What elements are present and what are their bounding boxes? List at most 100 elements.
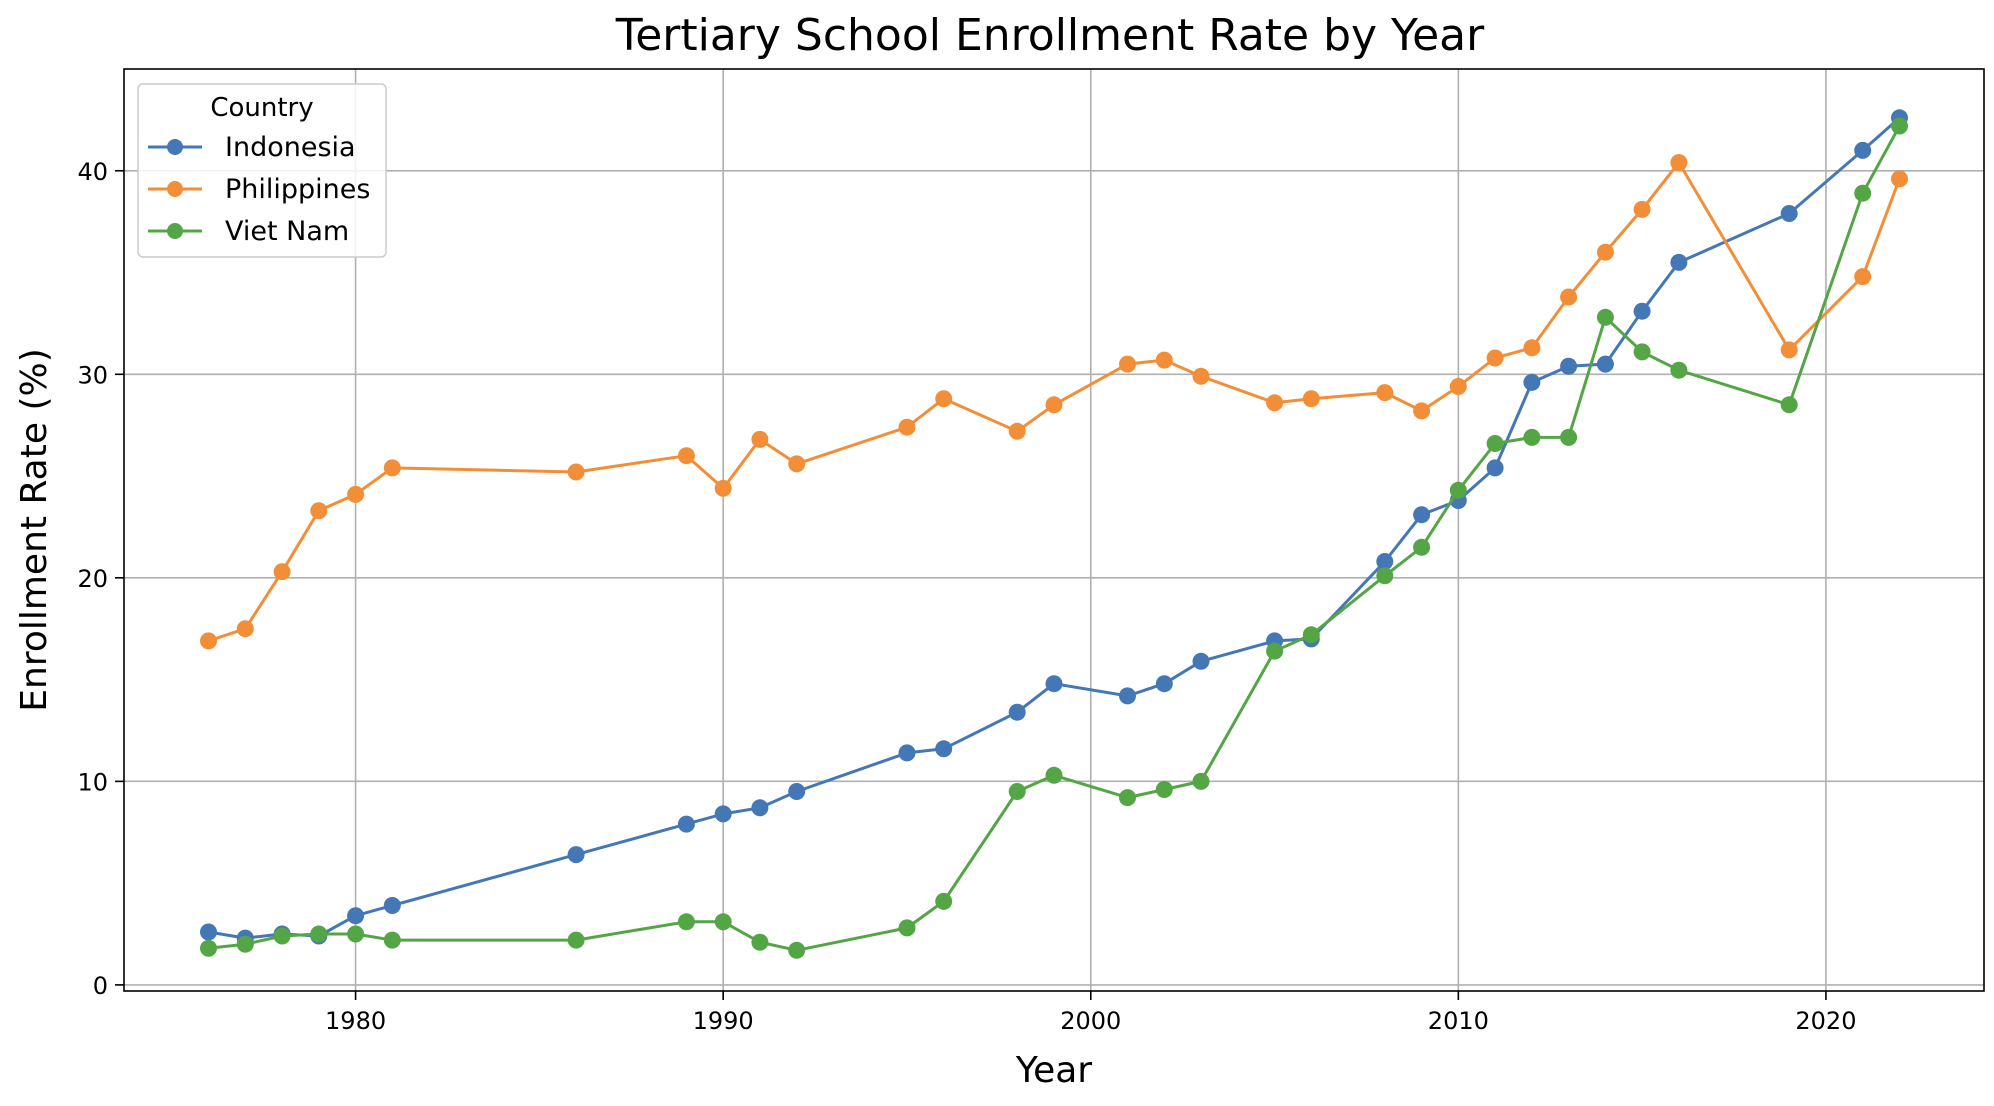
point-philippines-2001 <box>1119 355 1136 373</box>
point-viet-nam-1990 <box>714 913 732 931</box>
point-viet-nam-1981 <box>383 931 401 949</box>
y-tick-label-20: 20 <box>77 565 108 593</box>
legend: Country Indonesia Philippines Viet Nam <box>137 83 387 258</box>
point-indonesia-2013 <box>1560 357 1578 375</box>
point-viet-nam-2022 <box>1891 117 1908 135</box>
point-indonesia-1976 <box>200 923 217 941</box>
y-axis-label: Enrollment Rate (%) <box>14 348 55 711</box>
x-tick-label-1980: 1980 <box>325 1007 386 1035</box>
point-indonesia-1995 <box>898 744 916 762</box>
point-viet-nam-2002 <box>1155 781 1173 798</box>
point-viet-nam-1980 <box>347 925 365 943</box>
point-viet-nam-2008 <box>1376 567 1394 585</box>
point-indonesia-1986 <box>567 846 585 864</box>
point-viet-nam-1996 <box>935 892 953 910</box>
point-indonesia-1998 <box>1008 703 1026 721</box>
point-indonesia-2002 <box>1155 675 1173 693</box>
point-philippines-2003 <box>1192 367 1210 385</box>
point-philippines-1980 <box>347 485 365 503</box>
series-indonesia <box>200 109 1908 947</box>
x-tick-label-2020: 2020 <box>1795 1007 1856 1035</box>
point-philippines-1978 <box>273 563 291 581</box>
axis-ticks: 1980 1990 2000 2010 2020 0 10 20 30 40 <box>77 158 1856 1035</box>
point-viet-nam-1999 <box>1045 766 1063 784</box>
legend-item-viet-nam: Viet Nam <box>148 216 349 247</box>
series-philippines <box>200 154 1908 650</box>
point-philippines-1989 <box>677 447 695 465</box>
series-line-indonesia <box>208 116 1901 940</box>
y-tick-label-30: 30 <box>77 361 108 389</box>
point-indonesia-1990 <box>714 805 732 823</box>
point-philippines-2019 <box>1780 341 1798 359</box>
point-philippines-1999 <box>1045 396 1063 414</box>
point-philippines-2016 <box>1670 154 1688 172</box>
plot-frame <box>123 68 1985 992</box>
point-viet-nam-2005 <box>1266 642 1284 660</box>
point-viet-nam-2019 <box>1780 396 1798 414</box>
chart-title: Tertiary School Enrollment Rate by Year <box>615 10 1485 61</box>
point-viet-nam-1989 <box>677 913 695 931</box>
point-philippines-1977 <box>236 620 254 638</box>
point-viet-nam-1976 <box>200 939 217 957</box>
point-philippines-1996 <box>935 390 953 408</box>
point-philippines-2013 <box>1560 288 1578 306</box>
legend-label-indonesia: Indonesia <box>225 132 356 163</box>
point-philippines-1976 <box>200 632 217 650</box>
point-indonesia-1991 <box>751 799 769 817</box>
legend-title: Country <box>210 93 313 123</box>
point-viet-nam-1998 <box>1008 783 1026 800</box>
legend-item-philippines: Philippines <box>148 174 370 205</box>
point-philippines-2014 <box>1596 243 1614 261</box>
point-indonesia-2015 <box>1633 302 1651 320</box>
point-indonesia-2012 <box>1523 373 1541 391</box>
point-indonesia-2001 <box>1119 687 1136 705</box>
point-indonesia-2021 <box>1854 141 1872 159</box>
point-philippines-2005 <box>1266 394 1284 412</box>
y-tick-label-10: 10 <box>77 768 108 796</box>
point-philippines-2012 <box>1523 339 1541 357</box>
point-indonesia-1989 <box>677 815 695 833</box>
point-viet-nam-1995 <box>898 919 916 937</box>
point-philippines-1990 <box>714 479 732 497</box>
point-philippines-2011 <box>1486 349 1504 367</box>
legend-box <box>137 83 387 258</box>
point-viet-nam-2013 <box>1560 428 1578 446</box>
x-tick-label-2010: 2010 <box>1428 1007 1489 1035</box>
point-philippines-1991 <box>751 430 769 448</box>
point-viet-nam-2021 <box>1854 184 1872 202</box>
series-viet-nam <box>200 117 1908 959</box>
point-philippines-2015 <box>1633 200 1651 218</box>
point-indonesia-1992 <box>788 783 806 800</box>
legend-marker-philippines <box>167 181 183 197</box>
point-indonesia-2014 <box>1596 355 1614 373</box>
point-indonesia-2016 <box>1670 253 1688 271</box>
point-viet-nam-2014 <box>1596 308 1614 326</box>
point-viet-nam-2010 <box>1449 481 1467 499</box>
point-philippines-2021 <box>1854 268 1872 286</box>
point-indonesia-2008 <box>1376 553 1394 570</box>
point-viet-nam-1978 <box>273 927 291 945</box>
point-viet-nam-2006 <box>1302 626 1320 644</box>
point-viet-nam-2009 <box>1413 538 1431 556</box>
point-philippines-2009 <box>1413 402 1431 420</box>
y-tick-label-0: 0 <box>93 972 108 1000</box>
point-philippines-2002 <box>1155 351 1173 369</box>
point-indonesia-1981 <box>383 897 401 914</box>
point-philippines-1986 <box>567 463 585 481</box>
point-indonesia-2003 <box>1192 652 1210 670</box>
legend-label-viet-nam: Viet Nam <box>225 216 349 247</box>
point-viet-nam-2001 <box>1119 789 1136 807</box>
point-viet-nam-2016 <box>1670 361 1688 379</box>
point-viet-nam-2011 <box>1486 435 1504 452</box>
point-indonesia-1996 <box>935 740 953 758</box>
point-viet-nam-1992 <box>788 941 806 959</box>
y-tick-label-40: 40 <box>77 158 108 186</box>
point-philippines-1992 <box>788 455 806 473</box>
point-indonesia-1980 <box>347 907 365 925</box>
point-viet-nam-2012 <box>1523 428 1541 446</box>
point-indonesia-2011 <box>1486 459 1504 477</box>
point-philippines-1981 <box>383 459 401 477</box>
point-viet-nam-1986 <box>567 931 585 949</box>
x-axis-label: Year <box>1015 1050 1092 1091</box>
point-indonesia-1999 <box>1045 675 1063 693</box>
